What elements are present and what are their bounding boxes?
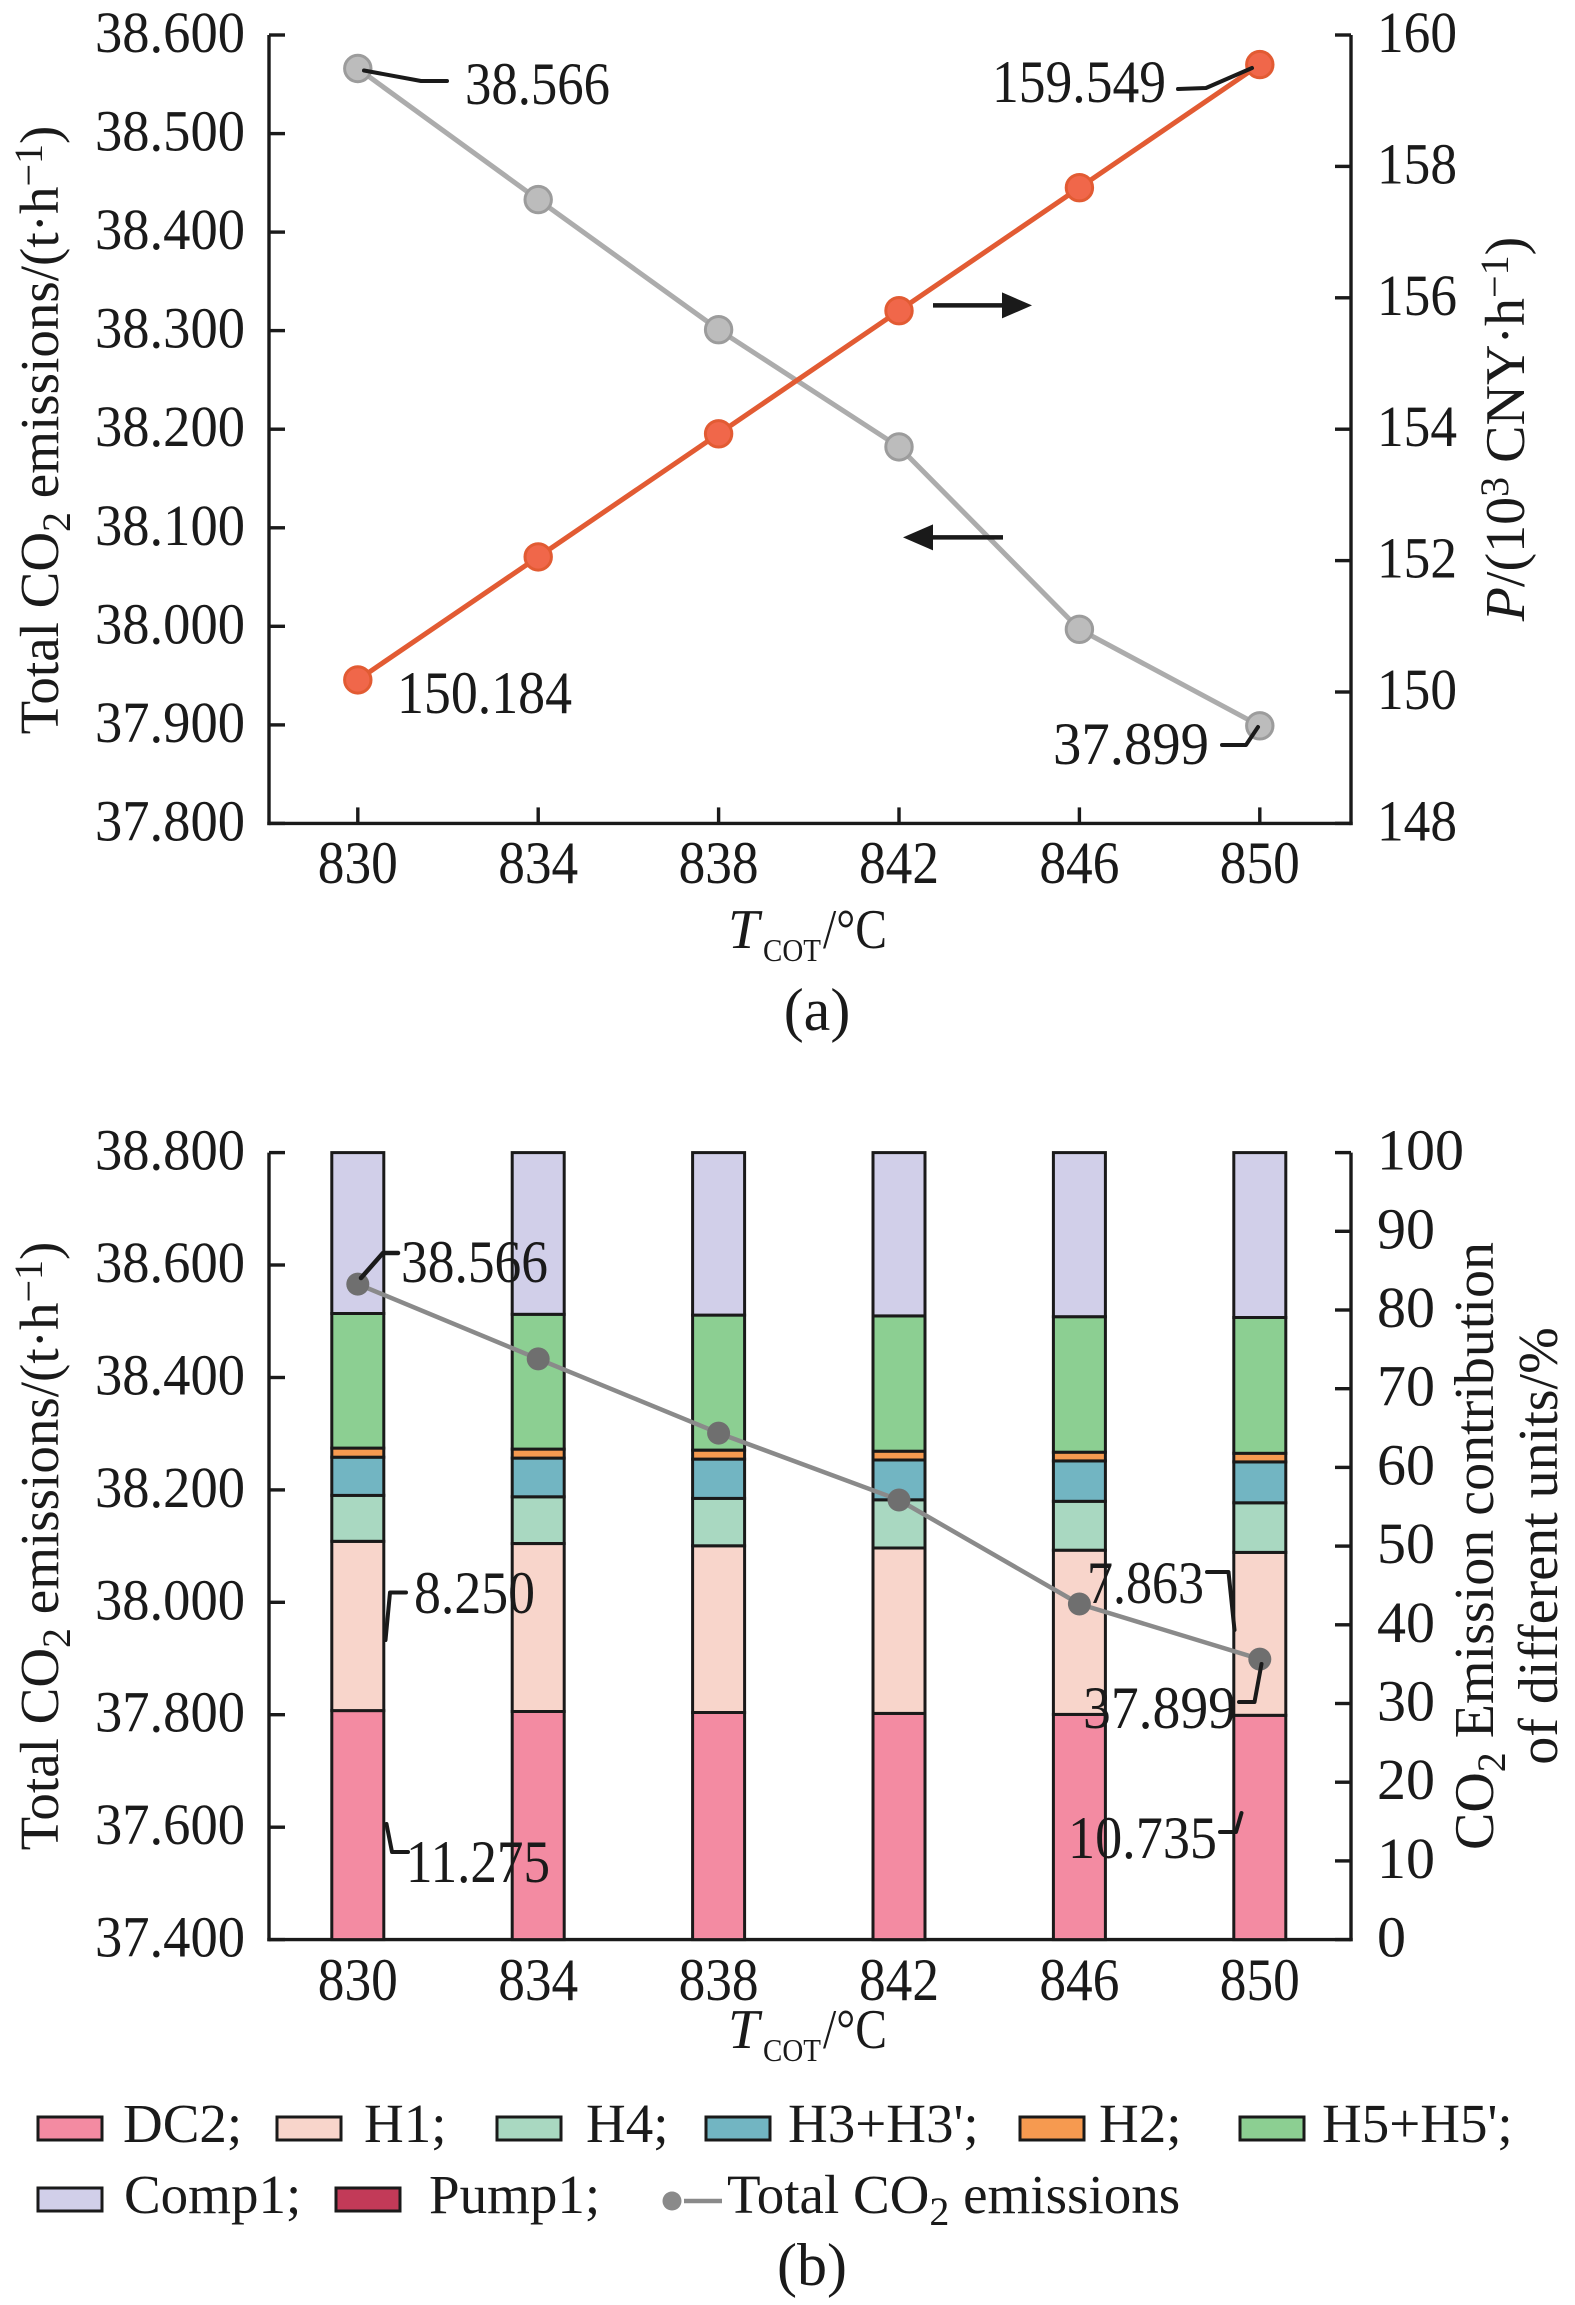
svg-text:838: 838 (679, 830, 759, 896)
svg-text:20: 20 (1377, 1747, 1435, 1812)
svg-text:CO2 Emission contribution: CO2 Emission contribution (1444, 1242, 1514, 1850)
svg-text:38.500: 38.500 (95, 99, 245, 164)
svg-text:37.899: 37.899 (1083, 1675, 1236, 1741)
svg-text:850: 850 (1220, 1947, 1300, 2013)
svg-text:38.400: 38.400 (95, 1343, 245, 1408)
svg-text:40: 40 (1377, 1590, 1435, 1655)
svg-text:158: 158 (1377, 131, 1457, 196)
svg-text:846: 846 (1039, 1947, 1119, 2013)
svg-text:150: 150 (1377, 657, 1457, 722)
svg-text:38.300: 38.300 (95, 296, 245, 361)
svg-text:850: 850 (1220, 830, 1300, 896)
svg-text:160: 160 (1377, 0, 1457, 65)
svg-text:38.400: 38.400 (95, 197, 245, 262)
svg-text:37.600: 37.600 (95, 1792, 245, 1857)
svg-text:37.800: 37.800 (95, 788, 245, 853)
svg-text:38.800: 38.800 (95, 1118, 245, 1183)
svg-text:30: 30 (1377, 1669, 1435, 1734)
svg-text:of different units/%: of different units/% (1508, 1327, 1570, 1765)
svg-text:38.566: 38.566 (401, 1229, 548, 1295)
svg-text:38.200: 38.200 (95, 1455, 245, 1520)
svg-text:38.000: 38.000 (95, 1567, 245, 1632)
svg-text:37.400: 37.400 (95, 1905, 245, 1970)
svg-text:38.200: 38.200 (95, 394, 245, 459)
svg-text:H3+H3';: H3+H3'; (788, 2093, 979, 2154)
svg-text:COT: COT (763, 932, 821, 968)
svg-text:Total CO2 emissions/(t·h−1): Total CO2 emissions/(t·h−1) (6, 126, 79, 735)
svg-text:90: 90 (1377, 1196, 1435, 1261)
svg-text:Total CO2 emissions/(t·h−1): Total CO2 emissions/(t·h−1) (6, 1242, 79, 1851)
svg-text:H4;: H4; (586, 2093, 669, 2154)
svg-text:P/(103 CNY·h−1): P/(103 CNY·h−1) (1472, 237, 1537, 623)
svg-text:10: 10 (1377, 1826, 1435, 1891)
svg-text:152: 152 (1377, 526, 1457, 591)
svg-text:60: 60 (1377, 1432, 1435, 1497)
svg-text:0: 0 (1377, 1905, 1406, 1970)
svg-text:70: 70 (1377, 1354, 1435, 1419)
svg-text:11.275: 11.275 (406, 1829, 550, 1895)
svg-text:834: 834 (498, 830, 578, 896)
svg-text:(b): (b) (777, 2232, 847, 2298)
svg-text:159.549: 159.549 (992, 49, 1166, 115)
svg-text:/°C: /°C (823, 1999, 887, 2061)
svg-text:846: 846 (1039, 830, 1119, 896)
svg-text:154: 154 (1377, 394, 1457, 459)
svg-text:834: 834 (498, 1947, 578, 2013)
svg-text:H2;: H2; (1099, 2093, 1182, 2154)
svg-text:(a): (a) (784, 977, 851, 1043)
svg-text:DC2;: DC2; (123, 2093, 242, 2154)
svg-text:842: 842 (859, 1947, 939, 2013)
svg-text:COT: COT (763, 2032, 821, 2068)
svg-text:T: T (728, 1999, 763, 2061)
svg-text:/°C: /°C (823, 899, 887, 961)
svg-text:38.100: 38.100 (95, 493, 245, 558)
svg-text:830: 830 (318, 1947, 398, 2013)
svg-text:Total CO2 emissions: Total CO2 emissions (727, 2164, 1180, 2234)
svg-text:37.899: 37.899 (1053, 711, 1209, 777)
svg-text:156: 156 (1377, 263, 1457, 328)
svg-text:830: 830 (318, 830, 398, 896)
svg-text:38.600: 38.600 (95, 0, 245, 65)
svg-text:100: 100 (1377, 1118, 1464, 1183)
svg-text:7.863: 7.863 (1087, 1550, 1204, 1616)
svg-text:Comp1;: Comp1; (124, 2164, 301, 2225)
svg-text:T: T (728, 899, 763, 961)
svg-text:38.600: 38.600 (95, 1230, 245, 1295)
svg-text:37.800: 37.800 (95, 1680, 245, 1745)
svg-text:838: 838 (679, 1947, 759, 2013)
svg-text:H1;: H1; (364, 2093, 447, 2154)
svg-text:842: 842 (859, 830, 939, 896)
svg-text:38.000: 38.000 (95, 591, 245, 656)
svg-text:38.566: 38.566 (465, 51, 610, 117)
svg-text:37.900: 37.900 (95, 690, 245, 755)
svg-text:8.250: 8.250 (414, 1560, 535, 1626)
svg-text:50: 50 (1377, 1511, 1435, 1576)
svg-text:10.735: 10.735 (1068, 1805, 1217, 1871)
svg-text:H5+H5';: H5+H5'; (1322, 2093, 1513, 2154)
svg-text:150.184: 150.184 (397, 660, 572, 726)
svg-text:148: 148 (1377, 788, 1457, 853)
svg-text:80: 80 (1377, 1275, 1435, 1340)
svg-text:Pump1;: Pump1; (429, 2164, 600, 2225)
